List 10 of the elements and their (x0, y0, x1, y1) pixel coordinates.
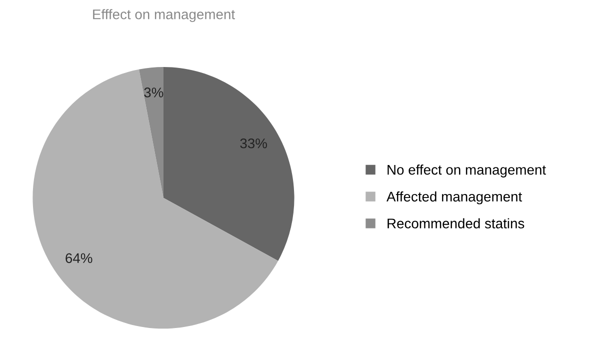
legend-label: No effect on management (388, 164, 546, 178)
pie-slice (32, 69, 278, 329)
pie-slice (164, 67, 294, 261)
pie-slice (138, 67, 164, 198)
legend-label: Affected management (386, 191, 522, 204)
data-label: 3% (144, 88, 164, 98)
legend-label: Recommended statins (388, 218, 524, 228)
data-label: 64% (66, 253, 92, 264)
data-label: 33% (240, 138, 267, 148)
chart-title: Efffect on management (93, 9, 235, 22)
